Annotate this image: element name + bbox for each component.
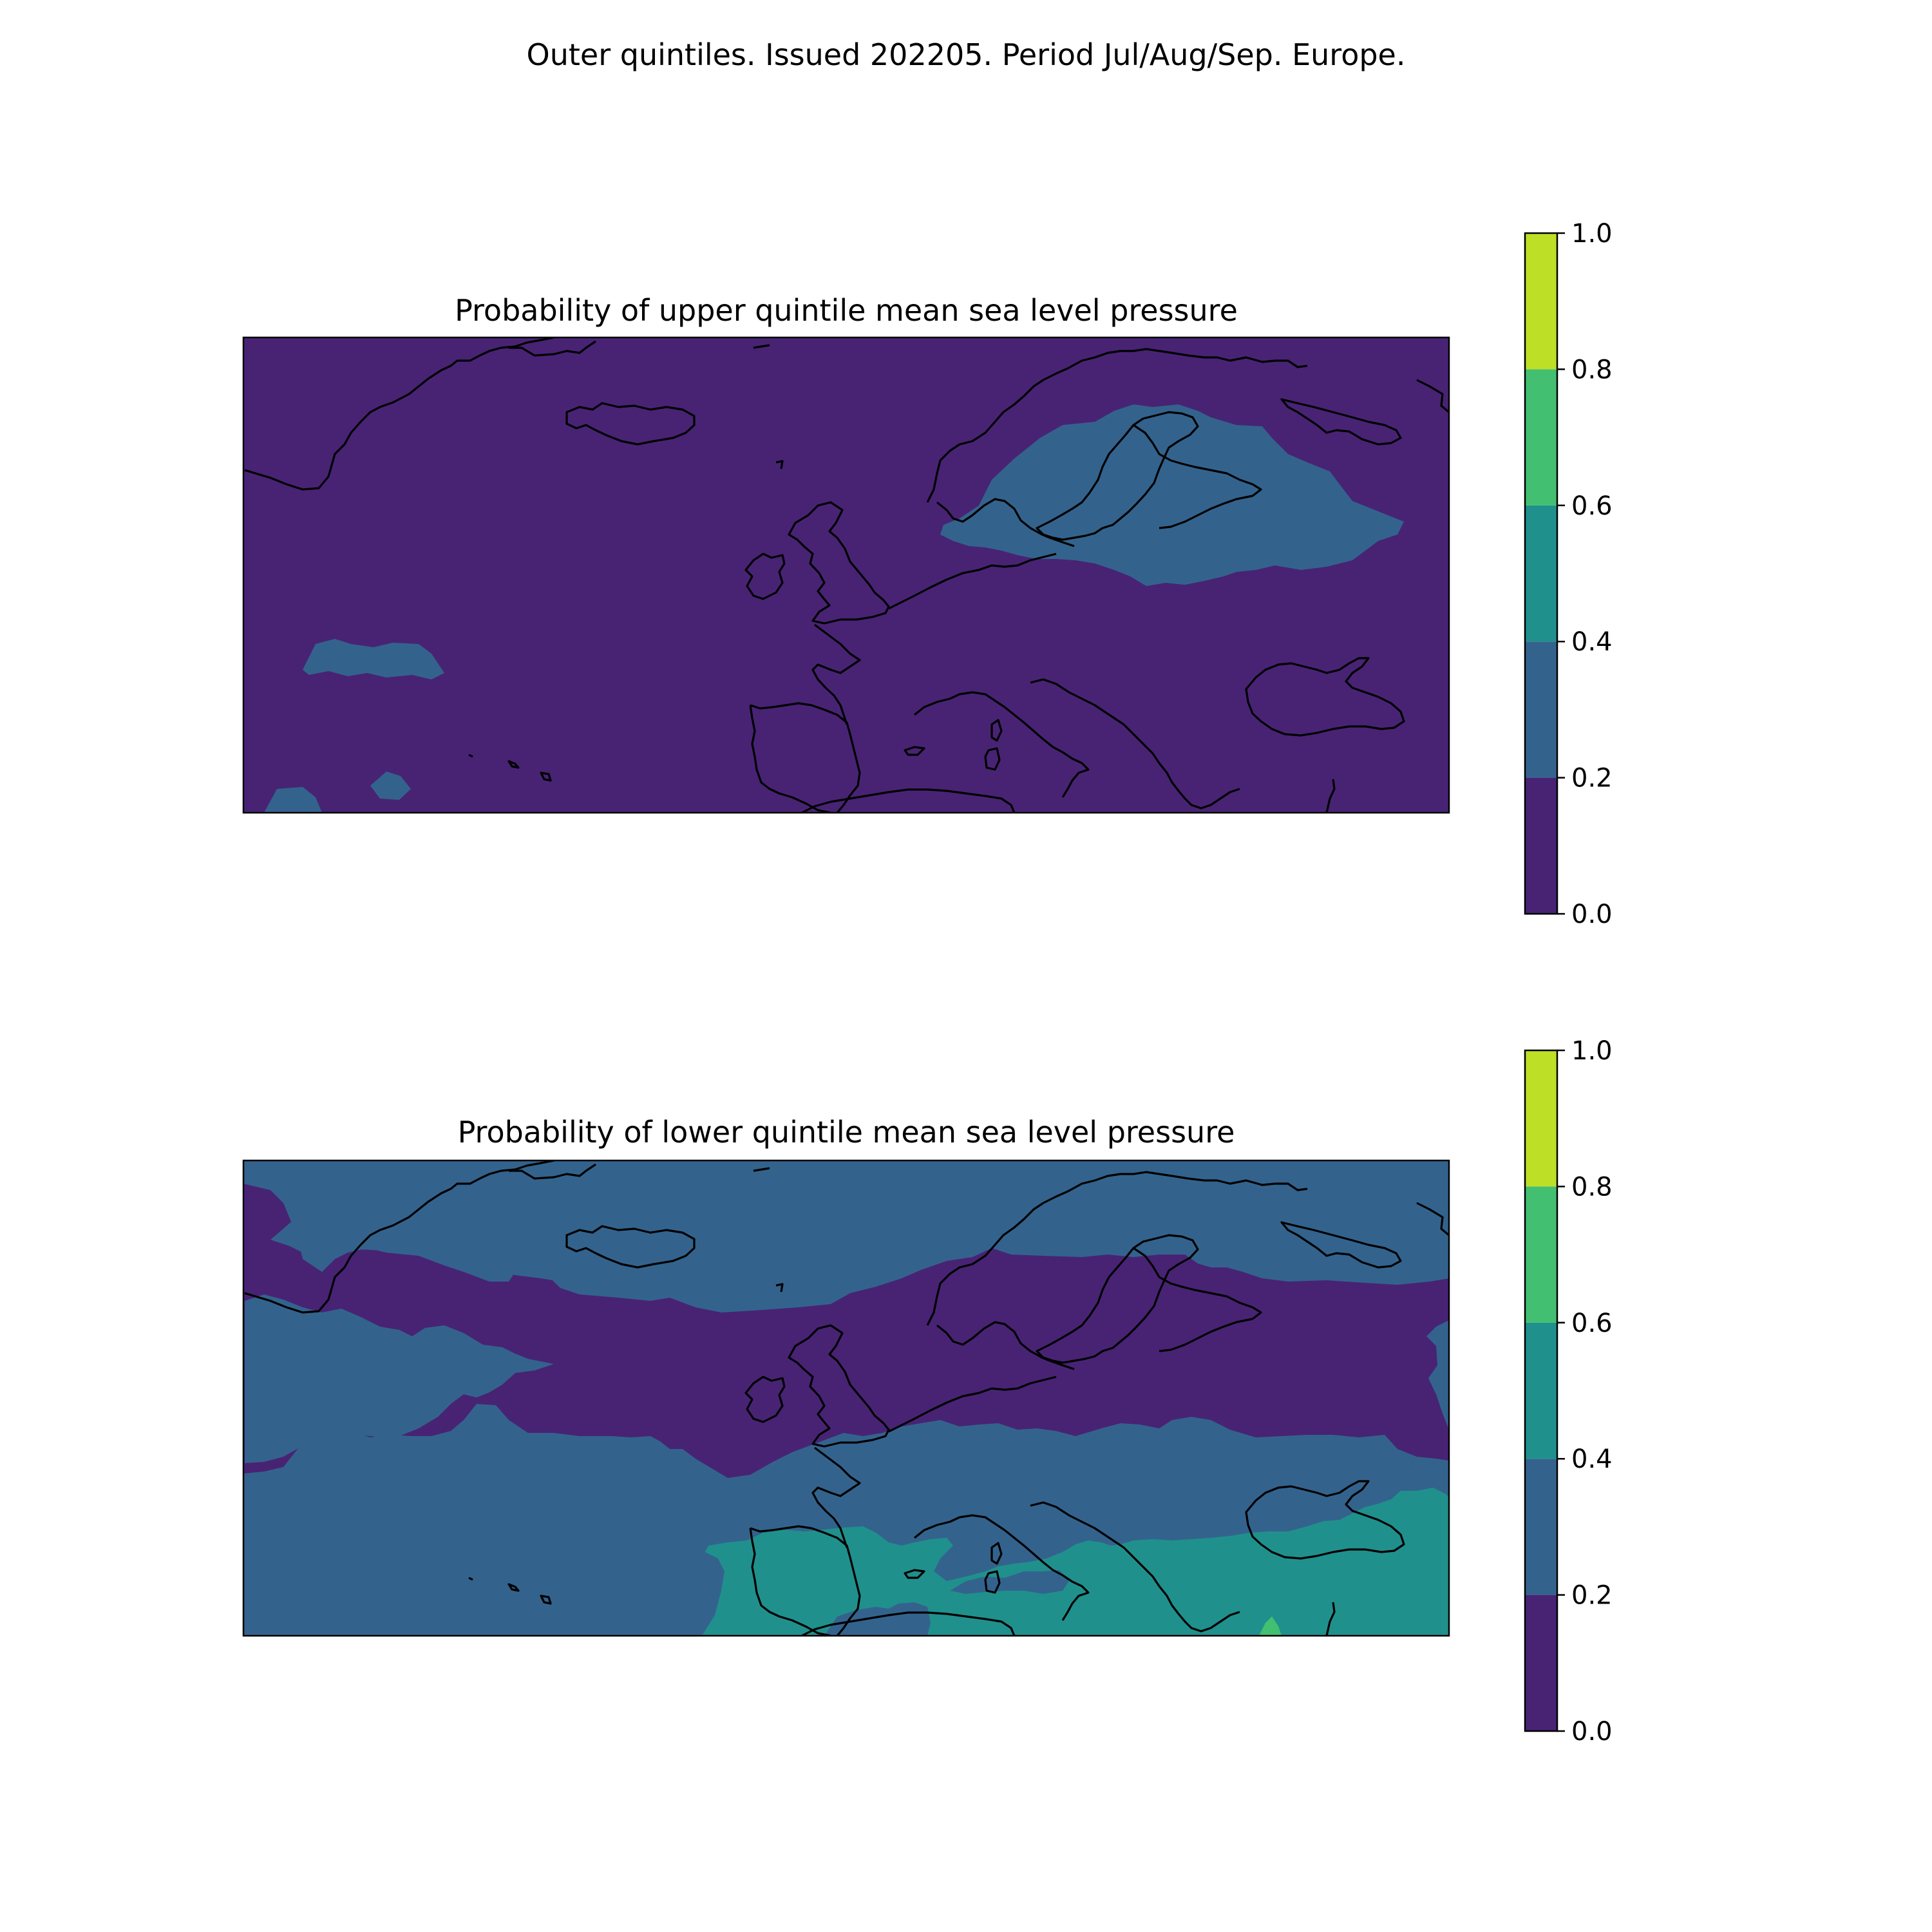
lower-colorbar-frame [1524, 1049, 1558, 1732]
lower-colorbar-band [1525, 1186, 1557, 1323]
lower-colorbar-tick-label: 0.6 [1571, 1309, 1613, 1338]
upper-map-panel [242, 336, 1450, 814]
upper-colorbar-band [1525, 369, 1557, 506]
lower-region-se-corner [1259, 1616, 1282, 1636]
upper-colorbar-band [1525, 233, 1557, 370]
upper-colorbar-tick-label: 0.8 [1571, 355, 1613, 384]
upper-map-frame [242, 336, 1450, 814]
upper-region-azores [370, 772, 411, 800]
lower-colorbar-band [1525, 1459, 1557, 1595]
figure-suptitle: Outer quintiles. Issued 202205. Period J… [526, 37, 1406, 72]
lower-colorbar-band [1525, 1595, 1557, 1731]
lower-map-panel [242, 1159, 1450, 1637]
lower-colorbar-band [1525, 1322, 1557, 1459]
upper-colorbar-frame [1524, 232, 1558, 915]
lower-colorbar-tick-label: 0.0 [1571, 1717, 1613, 1747]
upper-colorbar: 0.0 0.2 0.4 0.6 0.8 1.0 [1524, 219, 1613, 929]
lower-colorbar-band [1525, 1050, 1557, 1187]
lower-region-greenland-sea [270, 1203, 567, 1282]
lower-colorbar-tick-label: 0.4 [1571, 1444, 1613, 1474]
upper-field-background [243, 337, 1449, 813]
lower-map-frame [242, 1159, 1450, 1637]
lower-region-iberia-gap [824, 1602, 931, 1636]
upper-colorbar-tick-label: 0.2 [1571, 764, 1613, 793]
lower-region-northern-band [243, 1184, 1449, 1478]
upper-panel-title: Probability of upper quintile mean sea l… [455, 293, 1238, 328]
upper-colorbar-tick-label: 0.6 [1571, 491, 1613, 521]
lower-region-southern-med [702, 1488, 1449, 1636]
lower-region-atlantic-west [245, 1294, 554, 1463]
upper-colorbar-band [1525, 777, 1557, 914]
lower-region-italy-gap [950, 1570, 1069, 1594]
lower-colorbar-tick-label: 0.8 [1571, 1172, 1613, 1202]
lower-colorbar-tick-label: 0.2 [1571, 1581, 1613, 1611]
upper-colorbar-tick-label: 0.4 [1571, 627, 1613, 657]
upper-region-sw-corner [264, 787, 322, 813]
upper-colorbar-band [1525, 505, 1557, 642]
upper-colorbar-tick-label: 0.0 [1571, 900, 1613, 929]
upper-region-atlantic [303, 639, 444, 679]
upper-colorbar-tick-label: 1.0 [1571, 219, 1613, 249]
lower-panel-title: Probability of lower quintile mean sea l… [457, 1115, 1235, 1150]
lower-colorbar-tick-label: 1.0 [1571, 1036, 1613, 1066]
upper-colorbar-band [1525, 641, 1557, 778]
lower-colorbar: 0.0 0.2 0.4 0.6 0.8 1.0 [1524, 1036, 1613, 1747]
